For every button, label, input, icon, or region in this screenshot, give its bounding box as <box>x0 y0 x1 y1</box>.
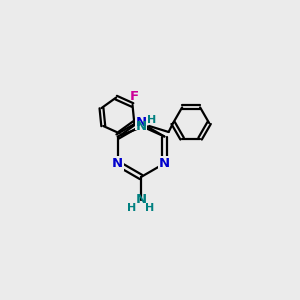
Text: N: N <box>159 157 170 170</box>
Text: N: N <box>136 119 147 133</box>
Text: H: H <box>148 115 157 125</box>
Text: F: F <box>129 90 139 103</box>
Text: N: N <box>112 157 123 170</box>
Text: N: N <box>135 116 147 130</box>
Text: H: H <box>128 203 136 213</box>
Text: N: N <box>135 193 147 206</box>
Text: H: H <box>146 203 154 213</box>
